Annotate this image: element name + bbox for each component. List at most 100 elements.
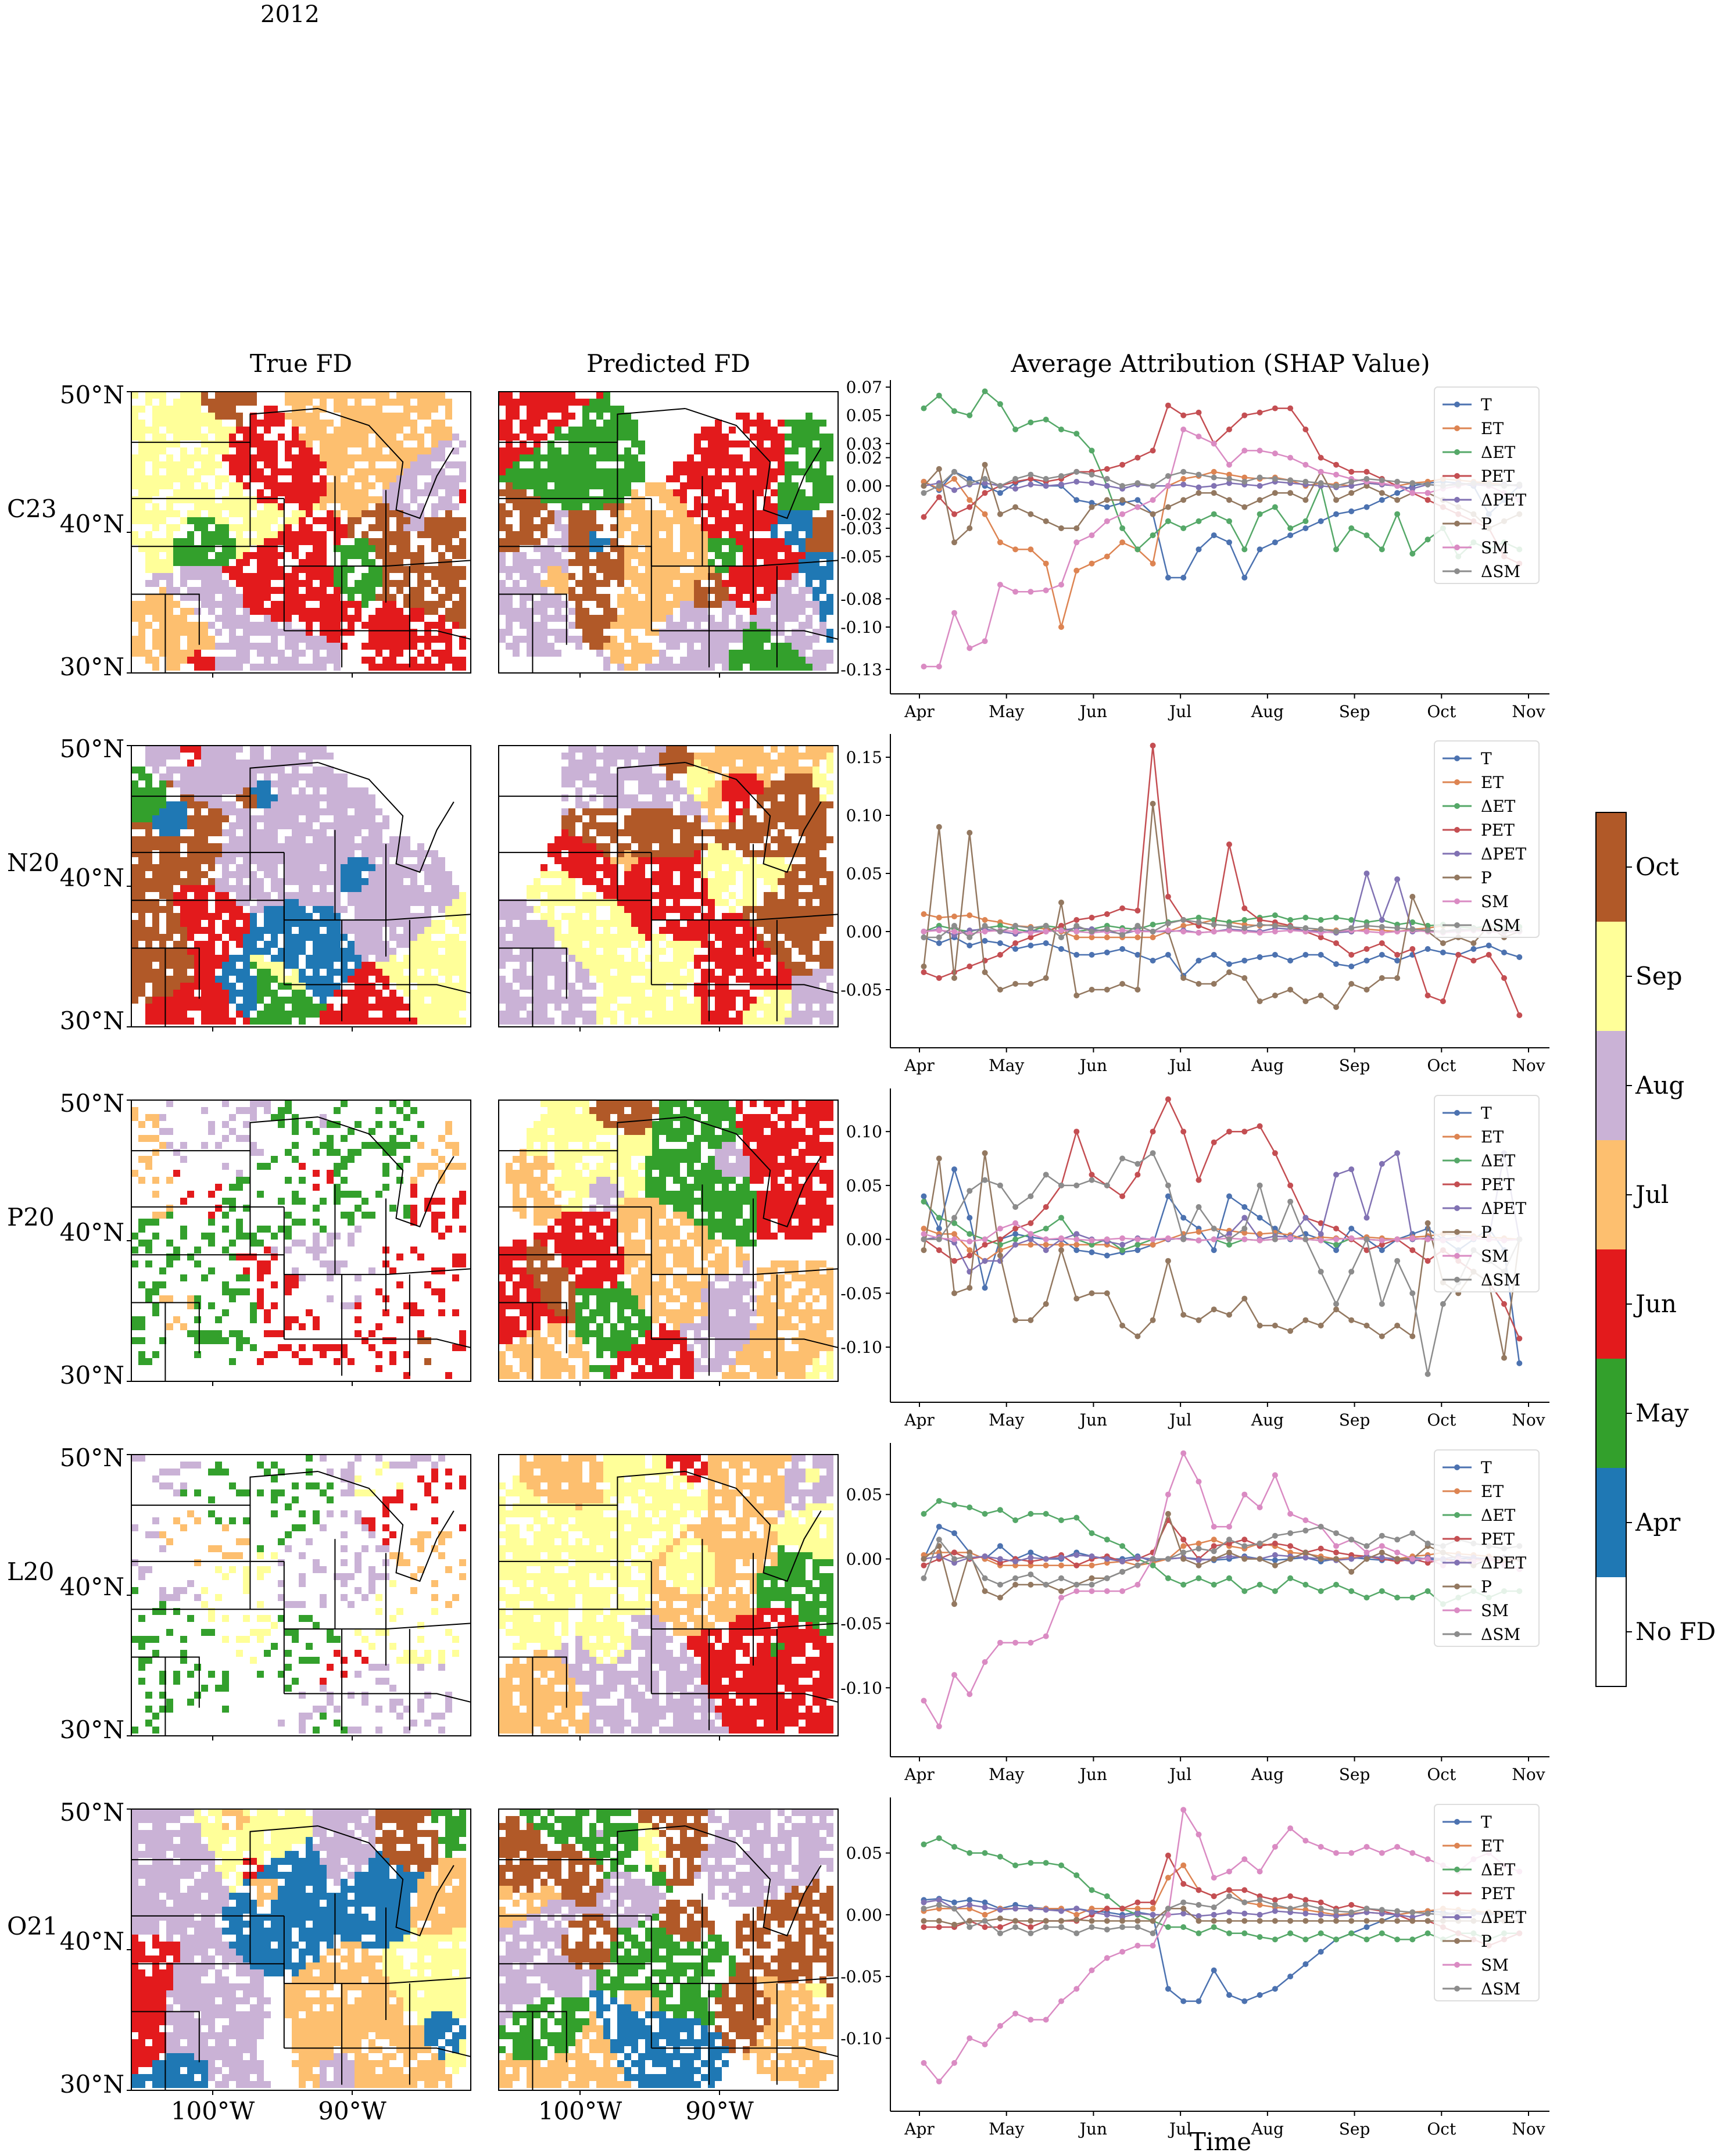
fd-cell — [680, 573, 687, 580]
fd-cell — [417, 454, 424, 461]
fd-cell — [375, 496, 382, 503]
fd-cell — [596, 538, 603, 545]
fd-cell — [229, 773, 236, 780]
fd-cell — [792, 601, 799, 608]
fd-cell — [589, 836, 596, 843]
fd-cell — [166, 622, 173, 629]
fd-cell — [785, 836, 792, 843]
fd-cell — [222, 892, 229, 899]
fd-cell — [431, 489, 438, 496]
fd-cell — [624, 573, 631, 580]
fd-cell — [250, 801, 257, 808]
fd-cell — [138, 650, 145, 657]
fd-cell — [506, 608, 513, 615]
fd-cell — [222, 787, 229, 794]
fd-cell — [257, 475, 264, 482]
fd-cell — [306, 427, 313, 434]
fd-cell — [159, 636, 166, 643]
fd-cell — [375, 440, 382, 447]
fd-cell — [417, 461, 424, 468]
fd-cell — [652, 850, 659, 857]
fd-cell — [575, 552, 582, 559]
fd-cell — [813, 636, 819, 643]
fd-cell — [138, 857, 145, 864]
fd-cell — [152, 808, 159, 815]
fd-cell — [561, 829, 568, 836]
fd-cell — [389, 1018, 396, 1025]
fd-cell — [813, 531, 819, 538]
fd-cell — [215, 566, 222, 573]
fd-cell — [589, 760, 596, 767]
fd-cell — [292, 801, 299, 808]
fd-cell — [257, 864, 264, 871]
fd-cell — [743, 629, 750, 636]
fd-cell — [320, 850, 327, 857]
fd-cell — [513, 587, 520, 594]
fd-cell — [568, 815, 575, 822]
fd-cell — [568, 399, 575, 406]
fd-cell — [320, 955, 327, 962]
fd-cell — [513, 552, 520, 559]
fd-cell — [431, 517, 438, 524]
fd-cell — [215, 878, 222, 885]
fd-cell — [403, 899, 410, 906]
fd-cell — [645, 552, 652, 559]
fd-cell — [736, 413, 743, 420]
fd-cell — [778, 573, 785, 580]
fd-cell — [459, 440, 466, 447]
fd-cell — [327, 808, 334, 815]
fd-cell — [575, 815, 582, 822]
fd-cell — [208, 531, 215, 538]
fd-cell — [806, 878, 813, 885]
fd-cell — [201, 420, 208, 427]
fd-cell — [166, 601, 173, 608]
fd-cell — [645, 657, 652, 664]
fd-cell — [173, 538, 180, 545]
fd-cell — [271, 622, 278, 629]
fd-cell — [159, 822, 166, 829]
fd-cell — [582, 760, 589, 767]
fd-cell — [424, 629, 431, 636]
fd-cell — [271, 767, 278, 773]
fd-cell — [138, 934, 145, 941]
fd-cell — [631, 801, 638, 808]
fd-cell — [194, 753, 201, 760]
fd-cell — [806, 545, 813, 552]
fd-cell — [652, 489, 659, 496]
fd-cell — [603, 753, 610, 760]
fd-cell — [792, 629, 799, 636]
fd-cell — [306, 503, 313, 510]
fd-cell — [264, 406, 271, 413]
fd-cell — [459, 1018, 466, 1025]
fd-cell — [813, 780, 819, 787]
fd-cell — [292, 434, 299, 440]
fd-cell — [603, 643, 610, 650]
fd-cell — [459, 948, 466, 955]
fd-cell — [313, 948, 320, 955]
fd-cell — [313, 983, 320, 990]
fd-cell — [417, 601, 424, 608]
fd-cell — [520, 601, 527, 608]
fd-cell — [194, 608, 201, 615]
fd-cell — [561, 399, 568, 406]
fd-cell — [145, 650, 152, 657]
fd-cell — [785, 664, 792, 671]
fd-cell — [382, 454, 389, 461]
fd-cell — [596, 629, 603, 636]
fd-cell — [417, 566, 424, 573]
fd-cell — [541, 489, 547, 496]
fd-cell — [819, 545, 826, 552]
fd-cell — [445, 969, 452, 976]
fd-cell — [334, 657, 341, 664]
fd-cell — [313, 941, 320, 948]
fd-cell — [292, 990, 299, 997]
fd-cell — [813, 885, 819, 892]
fd-cell — [736, 545, 743, 552]
fd-cell — [459, 920, 466, 927]
fd-cell — [687, 780, 694, 787]
fd-cell — [145, 773, 152, 780]
fd-cell — [645, 629, 652, 636]
fd-cell — [292, 406, 299, 413]
fd-cell — [152, 955, 159, 962]
fd-cell — [138, 538, 145, 545]
